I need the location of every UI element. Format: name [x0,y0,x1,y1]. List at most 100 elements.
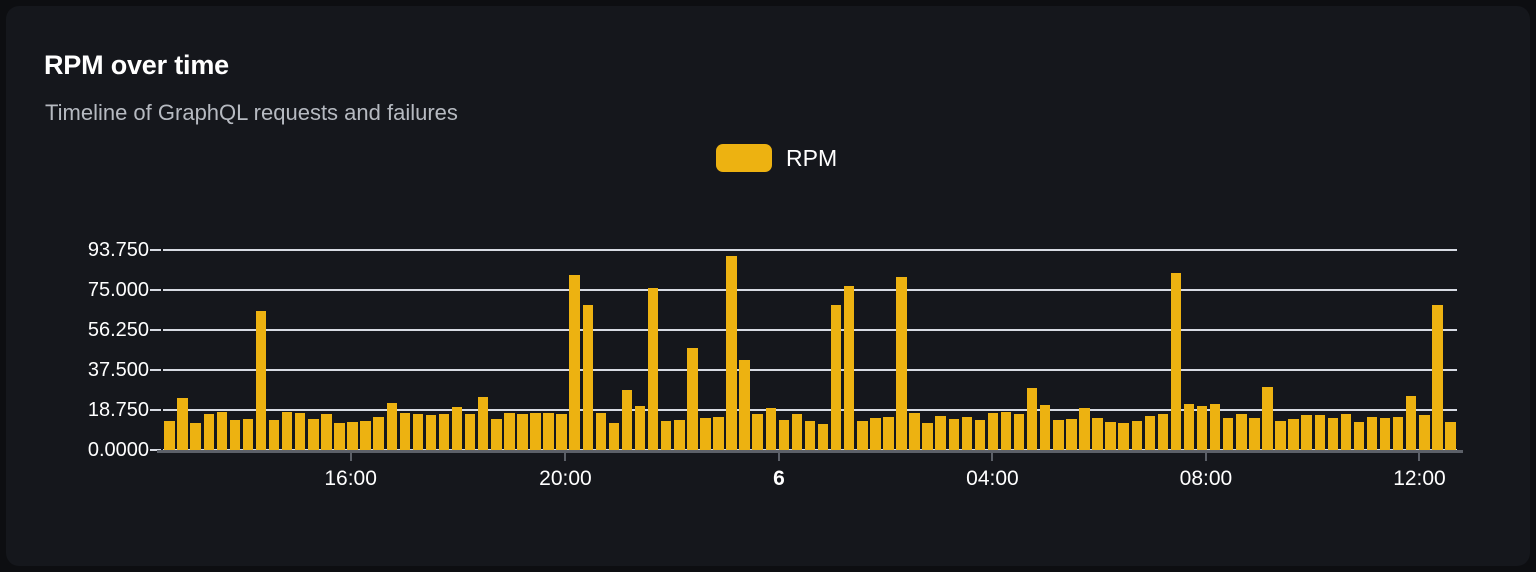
bar[interactable] [582,304,594,450]
bar[interactable] [451,407,463,450]
bar[interactable] [1131,421,1142,450]
bar[interactable] [268,420,280,450]
bar[interactable] [517,413,528,450]
bar[interactable] [1314,414,1325,450]
bar[interactable] [974,420,986,450]
chart-legend[interactable]: RPM [716,144,837,172]
bar[interactable] [1196,406,1208,450]
bar[interactable] [1353,422,1365,450]
bar-series-rpm[interactable] [163,230,1457,450]
bar[interactable] [1092,418,1103,450]
bar[interactable] [634,406,646,450]
bar[interactable] [464,413,476,450]
bar[interactable] [1262,387,1273,450]
bar[interactable] [922,423,933,450]
bar[interactable] [830,304,842,450]
bar[interactable] [425,414,437,450]
bar[interactable] [621,390,633,450]
bar[interactable] [674,420,685,450]
bar[interactable] [360,421,371,450]
bar[interactable] [1040,405,1051,450]
bar[interactable] [1419,414,1430,450]
bar[interactable] [1026,388,1038,450]
bar[interactable] [1183,404,1195,450]
bar[interactable] [386,403,397,450]
bar[interactable] [295,412,306,450]
bar[interactable] [726,255,737,450]
bar[interactable] [660,421,672,450]
bar[interactable] [229,420,241,450]
bar[interactable] [556,413,567,450]
bar[interactable] [1392,416,1404,450]
bar[interactable] [1275,421,1286,450]
bar[interactable] [438,413,450,450]
bar[interactable] [1053,420,1064,450]
bar[interactable] [1249,418,1260,450]
bar[interactable] [255,311,267,450]
bar[interactable] [765,408,776,450]
bar[interactable] [1144,415,1156,450]
bar[interactable] [896,277,907,450]
bar[interactable] [216,411,228,450]
bar[interactable] [1301,414,1312,450]
bar[interactable] [281,411,293,450]
bar[interactable] [608,423,620,450]
bar[interactable] [478,396,489,450]
bar[interactable] [817,424,829,450]
bar[interactable] [399,412,411,450]
bar[interactable] [543,412,554,450]
bar[interactable] [1327,418,1339,450]
bar[interactable] [1340,413,1352,450]
bar[interactable] [177,397,188,450]
bar[interactable] [739,360,750,450]
bar[interactable] [569,275,580,450]
bar[interactable] [1157,413,1169,450]
bar[interactable] [1209,404,1221,450]
bar[interactable] [1379,418,1391,450]
bar[interactable] [347,422,358,450]
bar[interactable] [870,418,881,450]
bar[interactable] [1105,422,1116,450]
bar[interactable] [1000,411,1012,450]
bar[interactable] [843,285,855,450]
bar[interactable] [321,413,332,450]
bar[interactable] [687,347,698,450]
bar[interactable] [1013,413,1025,450]
bar[interactable] [1066,419,1077,450]
bar[interactable] [935,415,946,450]
bar[interactable] [647,287,659,450]
bar[interactable] [1288,419,1299,450]
bar[interactable] [1223,418,1234,450]
bar[interactable] [778,420,790,450]
bar[interactable] [791,413,803,450]
bar[interactable] [752,413,763,450]
bar[interactable] [1406,395,1417,450]
bar[interactable] [203,413,214,450]
bar[interactable] [1079,408,1090,450]
bar[interactable] [164,421,175,450]
bar[interactable] [242,419,254,450]
bar[interactable] [373,416,384,450]
bar[interactable] [948,419,959,450]
bar[interactable] [713,416,724,450]
bar[interactable] [961,416,973,450]
bar[interactable] [1432,304,1443,450]
bar[interactable] [909,412,920,450]
bar[interactable] [190,423,201,450]
bar[interactable] [857,421,868,450]
bar[interactable] [1118,423,1129,450]
bar[interactable] [334,423,345,450]
bar[interactable] [883,416,894,450]
bar[interactable] [412,413,424,450]
bar[interactable] [595,412,607,450]
bar[interactable] [504,412,515,450]
bar[interactable] [1366,416,1378,450]
bar[interactable] [700,418,711,450]
bar[interactable] [1236,413,1247,450]
bar[interactable] [491,419,502,450]
bar[interactable] [530,412,541,450]
bar[interactable] [1170,272,1182,450]
bar[interactable] [987,412,999,450]
bar[interactable] [308,419,319,450]
bar[interactable] [1445,422,1456,450]
